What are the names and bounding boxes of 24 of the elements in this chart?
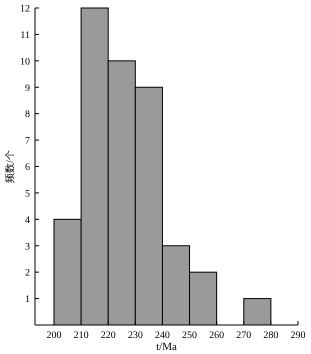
x-tick-label: 220 <box>100 330 116 341</box>
y-tick-label: 5 <box>25 188 30 200</box>
y-tick-label: 4 <box>25 214 30 226</box>
x-tick-label: 210 <box>74 330 89 341</box>
x-tick-label: 250 <box>182 330 198 341</box>
y-tick-label: 9 <box>25 82 30 94</box>
y-tick-label: 1 <box>25 294 30 306</box>
x-tick-label: 270 <box>236 330 252 341</box>
x-tick-label: 240 <box>154 330 170 341</box>
x-tick-label: 200 <box>46 330 62 341</box>
x-axis-title: t/Ma <box>156 341 177 353</box>
y-tick-label: 7 <box>25 136 30 147</box>
x-tick-label: 290 <box>290 330 306 341</box>
y-tick-label: 3 <box>25 241 30 252</box>
y-tick-label: 11 <box>20 30 30 41</box>
x-tick-label: 230 <box>128 330 143 341</box>
x-tick-label: 280 <box>263 330 278 341</box>
y-tick-label: 12 <box>20 4 30 14</box>
y-tick-label: 2 <box>25 268 30 279</box>
x-tick-label: 260 <box>209 330 224 341</box>
y-tick-label: 10 <box>20 56 30 68</box>
y-tick-label: 8 <box>25 109 30 120</box>
y-axis-title: 频数/个 <box>4 150 16 183</box>
y-tick-label: 6 <box>25 162 30 173</box>
